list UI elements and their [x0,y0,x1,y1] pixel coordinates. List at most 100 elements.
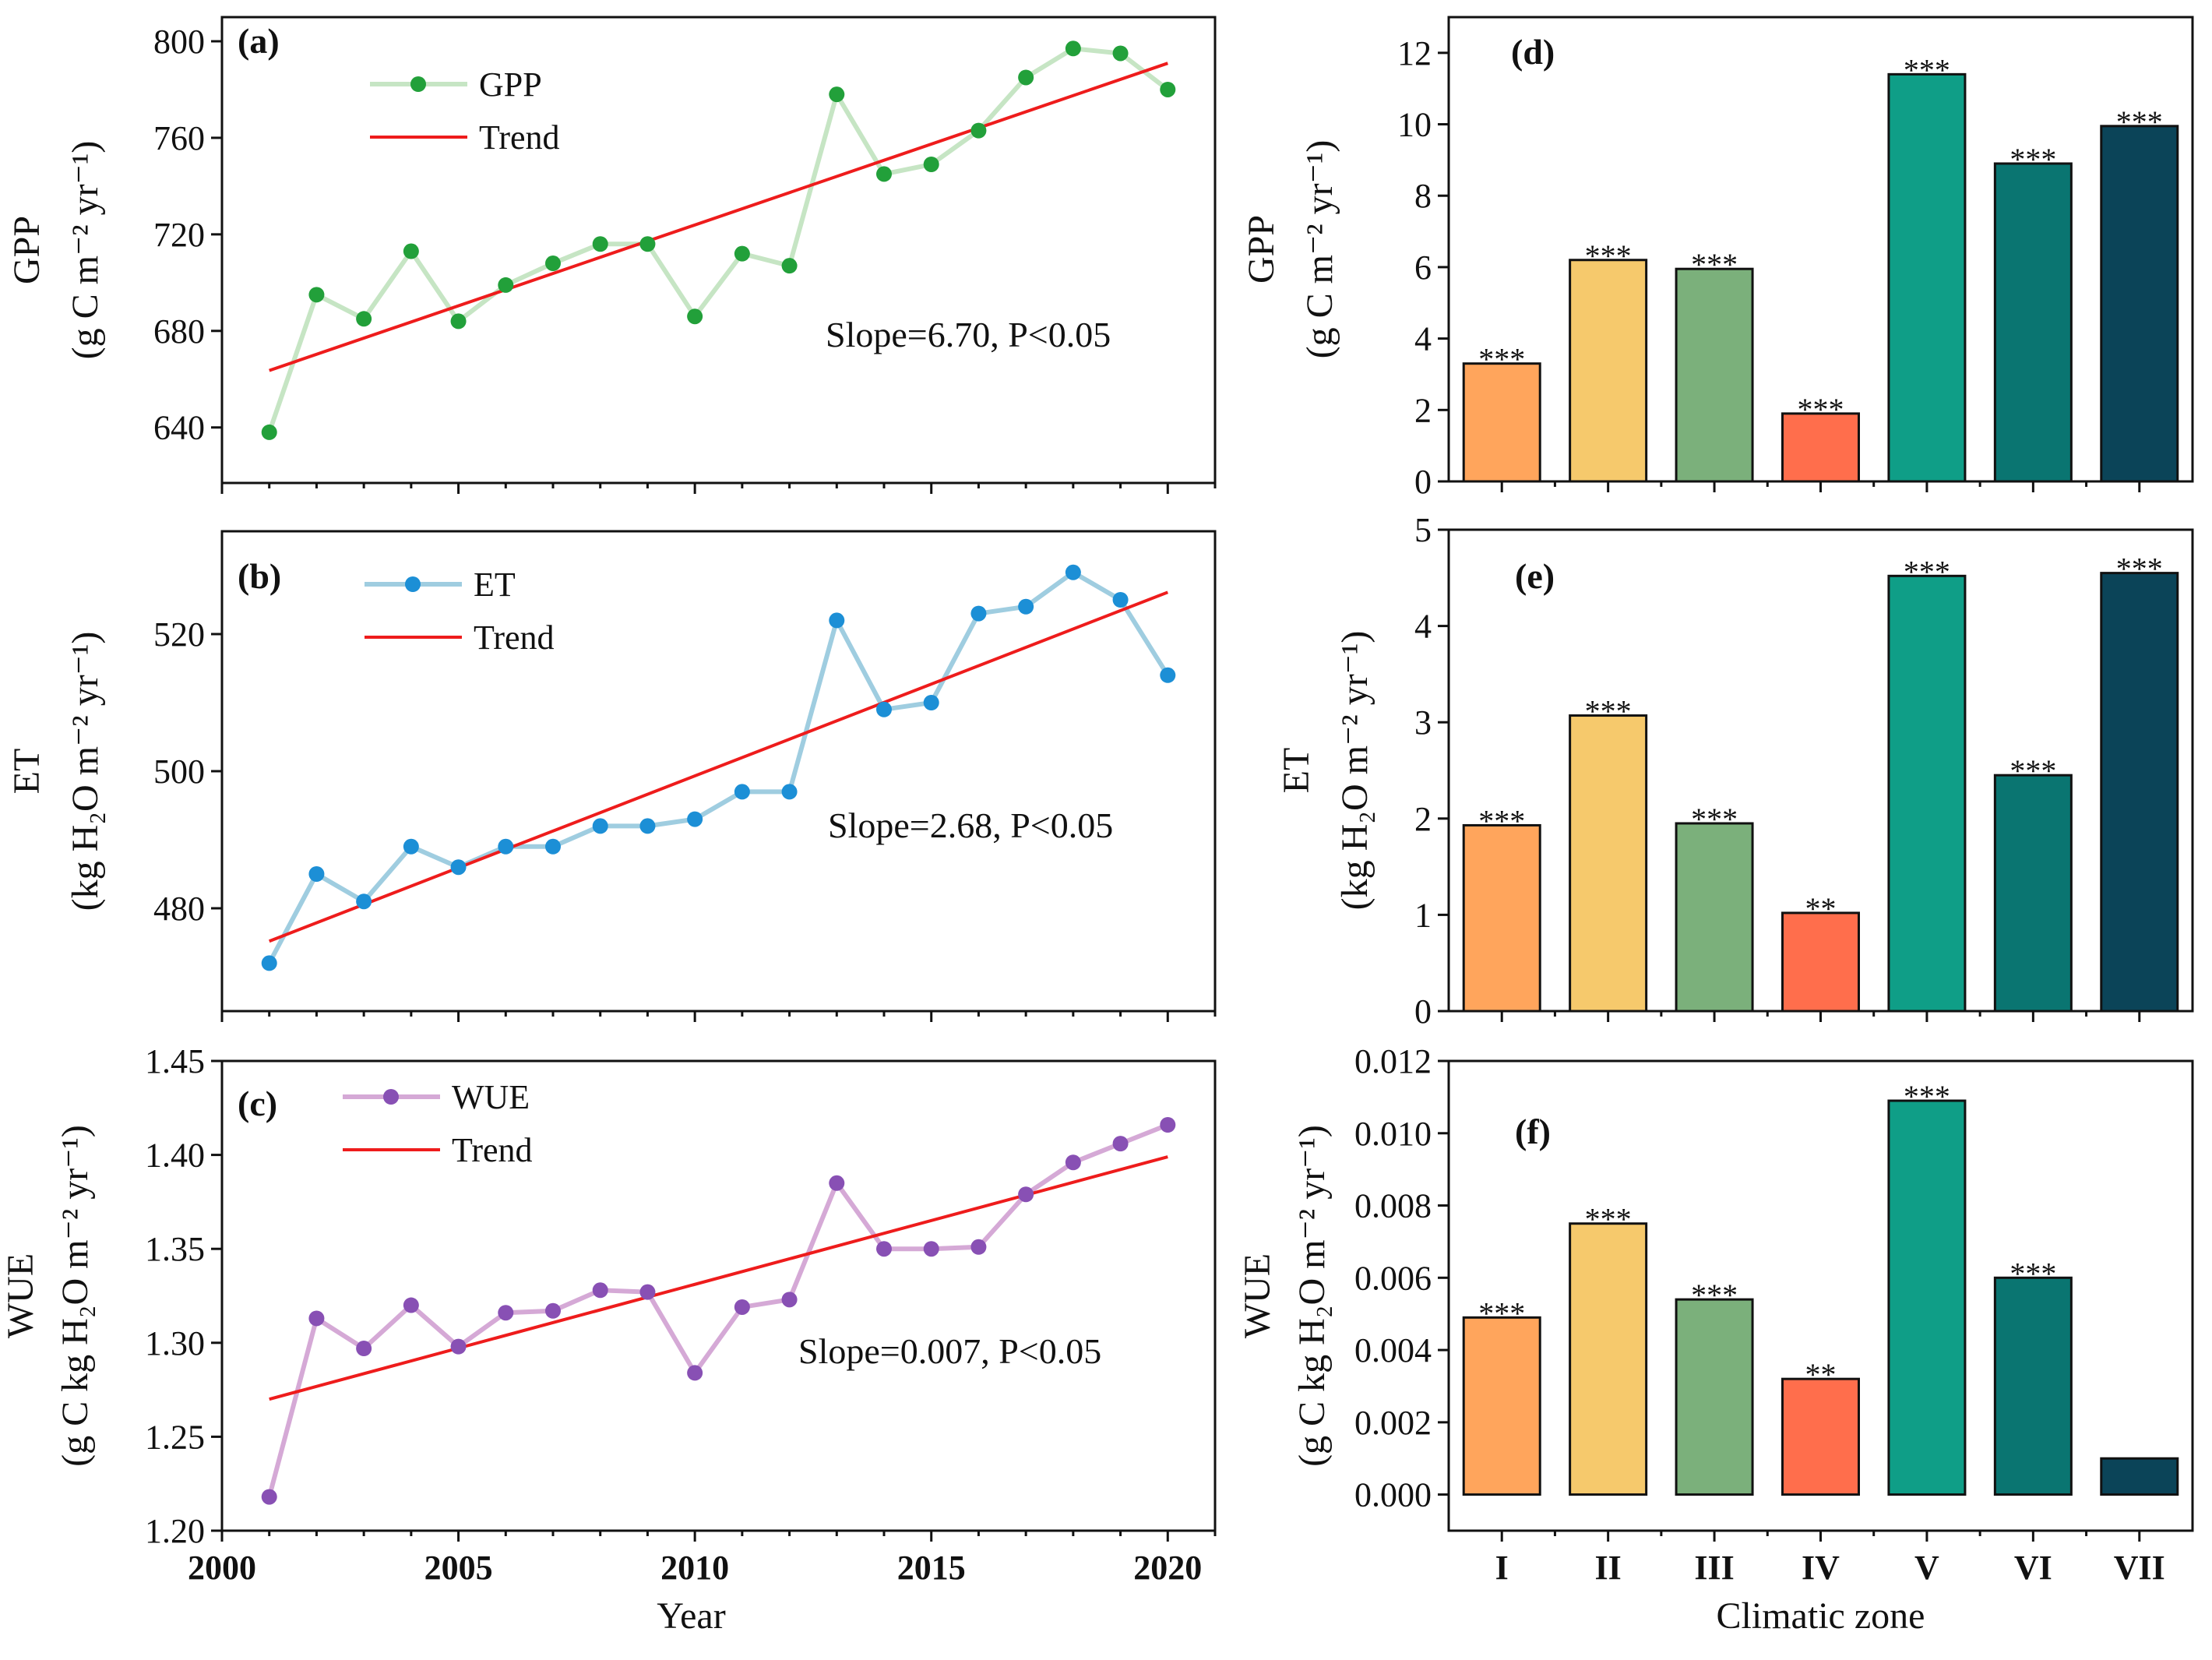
significance-label: *** [1691,802,1738,837]
x-tick-label: 2005 [424,1549,493,1587]
significance-label: *** [1904,1079,1950,1114]
series-line-gpp [266,46,1170,433]
y-tick-label: 0.002 [1354,1404,1432,1442]
data-point [592,818,608,834]
data-point [876,166,892,182]
data-point [639,236,656,252]
legend-label-series: ET [474,566,516,604]
data-point [876,701,892,717]
data-point [781,784,798,800]
bar-i [1462,362,1541,483]
data-point [970,1239,987,1255]
y-axis-title: WUE [1237,1253,1278,1338]
x-tick-label: III [1694,1549,1734,1587]
y-axis-unit: (g C m⁻² yr⁻¹) [1299,140,1340,359]
data-point [498,1305,514,1321]
data-point [403,838,419,855]
y-axis-unit: (kg H₂O m⁻² yr⁻¹) [1334,631,1375,911]
y-tick-label: 760 [153,119,205,157]
bar-v [1887,574,1967,1013]
y-tick-label: 1.40 [145,1137,205,1175]
data-point [592,1282,608,1299]
x-tick-label: VII [2114,1549,2165,1587]
panel-label: (f) [1515,1112,1551,1151]
data-point [734,245,750,262]
legend-marker [410,76,426,92]
chart-panel-1: 640 680 720 760 800 GPP Trend Slope=6.70, P<0.0… [6,16,1217,494]
y-tick-label: 2 [1414,391,1432,429]
x-tick-label: IV [1802,1549,1840,1587]
x-tick-label: V [1914,1549,1939,1587]
data-point [1160,81,1176,97]
legend-marker [405,576,421,592]
y-tick-label: 8 [1414,177,1432,215]
data-point [261,955,277,971]
y-tick-label: 4 [1414,320,1432,358]
significance-label: *** [2116,104,2163,139]
plot-frame [220,16,1217,485]
data-point [403,1297,419,1313]
bar-v [1887,1099,1967,1496]
data-point [1018,598,1034,615]
trend-line [269,1155,1168,1401]
data-point [829,86,845,103]
slope-annotation: Slope=6.70, P<0.05 [826,315,1111,354]
data-point [1160,1117,1176,1133]
significance-label: *** [1585,238,1632,273]
y-tick-label: 5 [1414,511,1432,549]
bar-iii [1675,822,1754,1013]
y-tick-label: 6 [1414,248,1432,287]
data-point [687,811,703,827]
x-axis-title: Climatic zone [1717,1595,1925,1637]
data-point [1065,1154,1081,1171]
chart-panel-6: 0.000 0.002 0.004 0.006 0.008 0.010 0.012 *** I *… [1237,1042,2194,1637]
data-point [923,157,939,173]
data-point [829,1175,845,1191]
y-tick-label: 1.45 [145,1042,205,1080]
significance-label: *** [1478,803,1525,838]
bar-i [1462,823,1541,1013]
chart-panel-4: 0 2 4 6 8 10 12 *** *** *** *** *** *** *** (d) GPP (g C… [1241,16,2194,501]
data-point [876,1241,892,1257]
y-tick-label: 10 [1397,106,1432,144]
significance-label: *** [1585,694,1632,729]
data-point [639,818,656,834]
data-point [545,838,561,855]
y-tick-label: 0.004 [1354,1331,1432,1369]
y-tick-label: 500 [153,752,205,791]
legend-marker [383,1089,399,1105]
legend-label-trend: Trend [474,619,555,657]
legend-label-series: GPP [479,65,542,104]
bar-v [1887,72,1967,483]
data-point [261,424,277,440]
significance-label: *** [1691,1278,1738,1313]
data-point [1112,45,1129,62]
x-tick-label: I [1495,1549,1509,1587]
panel-label: (a) [238,21,280,61]
data-point [1112,592,1129,608]
data-point [1018,1186,1034,1203]
x-tick-label: 2015 [897,1549,966,1587]
chart-panel-2: 480 500 520 ET Trend Slope=2.68, P<0.05 (b) ET (… [6,530,1217,1022]
trend-line [269,62,1168,372]
data-point [734,784,750,800]
significance-label: *** [1478,1295,1525,1330]
y-tick-label: 2 [1414,800,1432,838]
data-point [545,1302,561,1319]
bar-i [1462,1316,1541,1496]
bar-ii [1569,714,1648,1013]
y-tick-label: 640 [153,409,205,447]
y-axis-title: GPP [6,216,48,284]
significance-label: *** [1691,247,1738,282]
bar-vii [2100,572,2179,1013]
data-point [308,287,325,303]
significance-label: *** [1585,1202,1632,1237]
data-point [498,838,514,855]
data-point [781,1292,798,1308]
significance-label: ** [1805,1357,1837,1392]
y-axis-title: GPP [1241,215,1282,284]
data-point [1065,41,1081,57]
series-line-et [267,569,1170,964]
legend-label-series: WUE [452,1078,530,1116]
